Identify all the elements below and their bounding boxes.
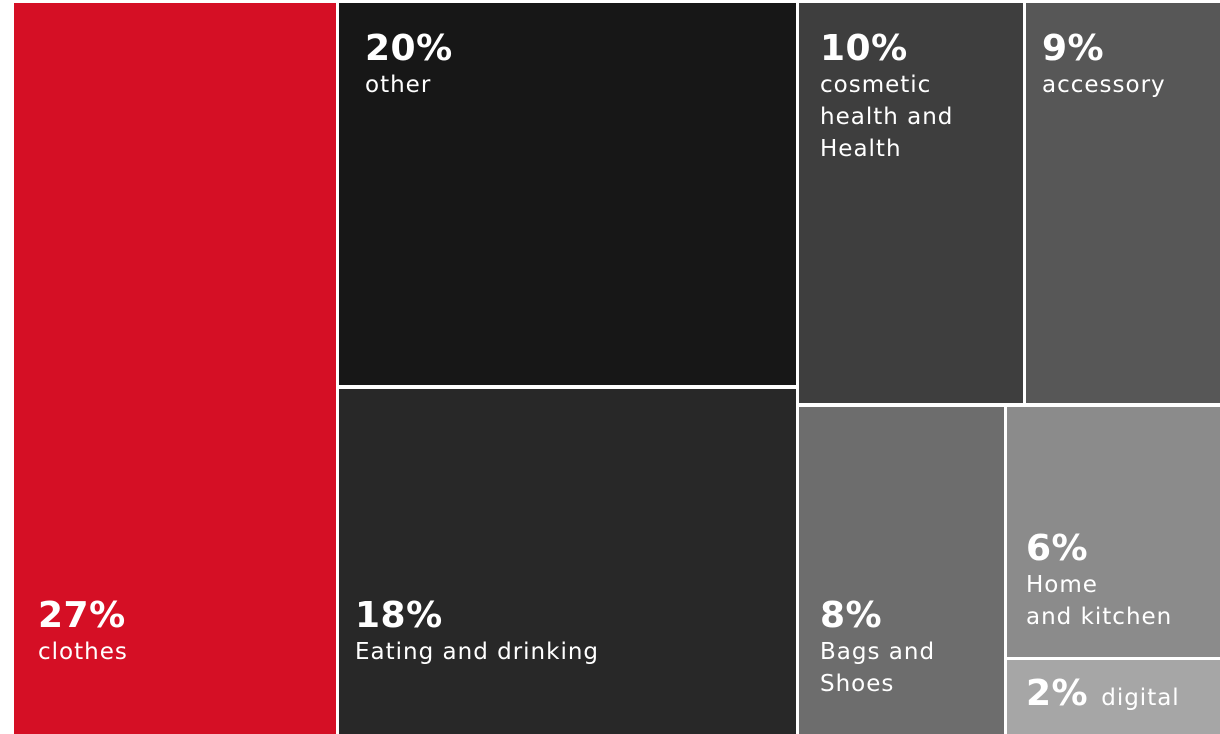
category-label-bags-and-shoes: Bags and Shoes [820, 639, 936, 697]
tile-text-eating-and-drinking: 18% Eating and drinking [355, 596, 599, 668]
tile-accessory: 9% accessory [1026, 3, 1220, 403]
value-label-other: 20% [365, 28, 453, 69]
tile-eating-and-drinking: 18% Eating and drinking [339, 389, 796, 734]
value-label-home-and-kitchen: 6% [1026, 528, 1089, 569]
category-label-cosmetic-health: cosmetic health and Health [820, 72, 954, 162]
value-label-cosmetic-health: 10% [820, 28, 908, 69]
category-label-digital: digital [1101, 685, 1180, 711]
value-label-digital: 2% [1026, 673, 1089, 714]
tile-home-and-kitchen: 6% Home and kitchen [1007, 407, 1220, 657]
value-label-eating-and-drinking: 18% [355, 595, 443, 636]
tile-bags-and-shoes: 8% Bags and Shoes [799, 407, 1004, 734]
tile-text-clothes: 27% clothes [38, 596, 128, 668]
tile-text-digital: 2% digital [1026, 674, 1180, 714]
category-label-eating-and-drinking: Eating and drinking [355, 639, 600, 665]
category-label-other: other [365, 72, 432, 98]
category-label-accessory: accessory [1042, 72, 1166, 98]
tile-digital: 2% digital [1007, 660, 1220, 734]
value-label-accessory: 9% [1042, 28, 1105, 69]
tile-cosmetic-health: 10% cosmetic health and Health [799, 3, 1023, 403]
category-label-clothes: clothes [38, 639, 128, 665]
tile-text-home-and-kitchen: 6% Home and kitchen [1026, 529, 1172, 633]
category-label-home-and-kitchen: Home and kitchen [1026, 572, 1173, 630]
tile-other: 20% other [339, 3, 796, 385]
tile-text-accessory: 9% accessory [1042, 29, 1166, 101]
value-label-clothes: 27% [38, 595, 126, 636]
tile-text-bags-and-shoes: 8% Bags and Shoes [820, 596, 935, 700]
tile-text-cosmetic-health: 10% cosmetic health and Health [820, 29, 953, 165]
value-label-bags-and-shoes: 8% [820, 595, 883, 636]
tile-clothes: 27% clothes [14, 3, 336, 734]
tile-text-other: 20% other [365, 29, 453, 101]
